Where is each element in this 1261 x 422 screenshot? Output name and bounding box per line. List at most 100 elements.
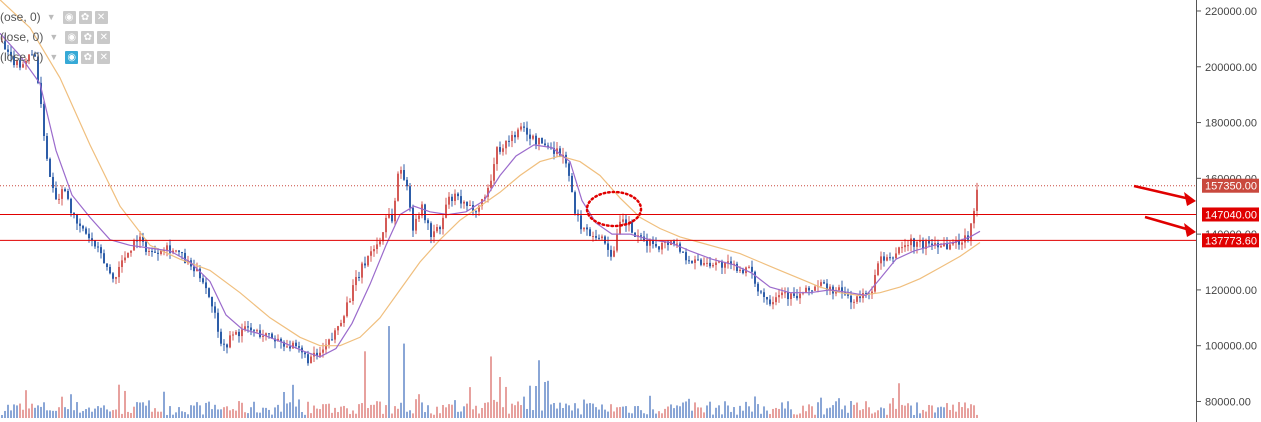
volume-bar	[352, 410, 354, 418]
close-icon[interactable]: ✕	[97, 30, 111, 44]
candle-body	[574, 192, 576, 214]
candle-body	[490, 180, 492, 188]
volume-bar	[166, 414, 168, 418]
volume-bar	[544, 381, 546, 418]
candle-body	[76, 214, 78, 224]
eye-icon[interactable]: ◉	[65, 50, 79, 64]
volume-bar	[463, 406, 465, 418]
candle-body	[652, 239, 654, 244]
candle-body	[787, 292, 789, 300]
candle-body	[130, 250, 132, 253]
candle-body	[43, 104, 45, 136]
candle-body	[166, 245, 168, 251]
volume-bar	[724, 401, 726, 418]
candle-body	[49, 158, 51, 177]
volume-bar	[823, 414, 825, 418]
candle-body	[322, 349, 324, 353]
candle-body	[220, 331, 222, 344]
candle-body	[352, 285, 354, 301]
candle-body	[64, 189, 66, 192]
volume-bar	[715, 407, 717, 418]
candle-body	[343, 316, 345, 323]
volume-bar	[433, 414, 435, 418]
candle-body	[760, 291, 762, 293]
volume-bar	[775, 407, 777, 418]
candle-body	[172, 250, 174, 253]
candle-body	[4, 41, 6, 50]
gear-icon[interactable]: ✿	[81, 50, 95, 64]
candle-body	[559, 148, 561, 157]
volume-bar	[124, 390, 126, 418]
volume-bar	[31, 403, 33, 418]
eye-icon[interactable]: ◉	[62, 10, 76, 24]
volume-bar	[4, 410, 6, 418]
volume-bar	[913, 414, 915, 418]
gear-icon[interactable]: ✿	[81, 30, 95, 44]
candle-body	[169, 245, 171, 253]
volume-bar	[100, 407, 102, 418]
volume-bar	[157, 411, 159, 418]
chevron-down-icon[interactable]: ▼	[49, 32, 59, 42]
volume-bar	[772, 408, 774, 418]
volume-bar	[634, 406, 636, 418]
indicator-legend-row-1[interactable]: (ose, 0) ▼ ◉ ✿ ✕	[0, 9, 108, 25]
volume-bar	[730, 411, 732, 418]
volume-bar	[181, 411, 183, 418]
volume-bar	[130, 412, 132, 418]
candle-body	[691, 260, 693, 263]
volume-bar	[661, 413, 663, 418]
volume-bar	[151, 411, 153, 418]
indicator-legend-row-2[interactable]: (lose, 0) ▼ ◉ ✿ ✕	[0, 29, 111, 45]
volume-bar	[310, 413, 312, 418]
candle-body	[211, 296, 213, 307]
candle-body	[598, 237, 600, 239]
candle-body	[340, 322, 342, 327]
volume-bar	[619, 407, 621, 418]
indicator-label: (lose, 0)	[0, 50, 44, 64]
volume-bar	[379, 401, 381, 418]
candle-body	[457, 193, 459, 197]
ma-fast-line	[0, 32, 981, 358]
volume-bar	[283, 391, 285, 418]
volume-bar	[298, 399, 300, 418]
volume-bar	[658, 411, 660, 418]
volume-bar	[466, 403, 468, 418]
candle-body	[736, 263, 738, 271]
chevron-down-icon[interactable]: ▼	[46, 12, 56, 22]
volume-bar	[718, 405, 720, 418]
volume-bar	[52, 410, 54, 418]
volume-bar	[226, 406, 228, 418]
candle-body	[781, 292, 783, 296]
volume-bar	[574, 403, 576, 418]
candle-body	[310, 356, 312, 364]
volume-bar	[28, 408, 30, 418]
volume-bar	[916, 402, 918, 418]
close-icon[interactable]: ✕	[94, 10, 108, 24]
volume-bar	[244, 412, 246, 418]
gear-icon[interactable]: ✿	[78, 10, 92, 24]
close-icon[interactable]: ✕	[97, 50, 111, 64]
candle-body	[397, 173, 399, 201]
volume-bar	[196, 402, 198, 418]
volume-bar	[601, 404, 603, 418]
candle-body	[907, 245, 909, 247]
volume-bar	[757, 404, 759, 418]
candle-body	[688, 260, 690, 262]
volume-bar	[1, 414, 3, 418]
volume-bar	[37, 405, 39, 418]
candle-body	[949, 244, 951, 250]
candle-body	[640, 235, 642, 237]
volume-bar	[502, 407, 504, 418]
eye-icon[interactable]: ◉	[65, 30, 79, 44]
indicator-legend-row-3[interactable]: (lose, 0) ▼ ◉ ✿ ✕	[0, 49, 111, 65]
volume-bar	[778, 408, 780, 418]
chevron-down-icon[interactable]: ▼	[49, 52, 59, 62]
candle-body	[325, 344, 327, 350]
volume-bar	[139, 402, 141, 418]
volume-bar	[664, 408, 666, 418]
volume-bar	[109, 411, 111, 418]
candle-body	[16, 60, 18, 66]
candle-body	[667, 241, 669, 245]
volume-bar	[640, 410, 642, 418]
volume-bar	[847, 412, 849, 418]
